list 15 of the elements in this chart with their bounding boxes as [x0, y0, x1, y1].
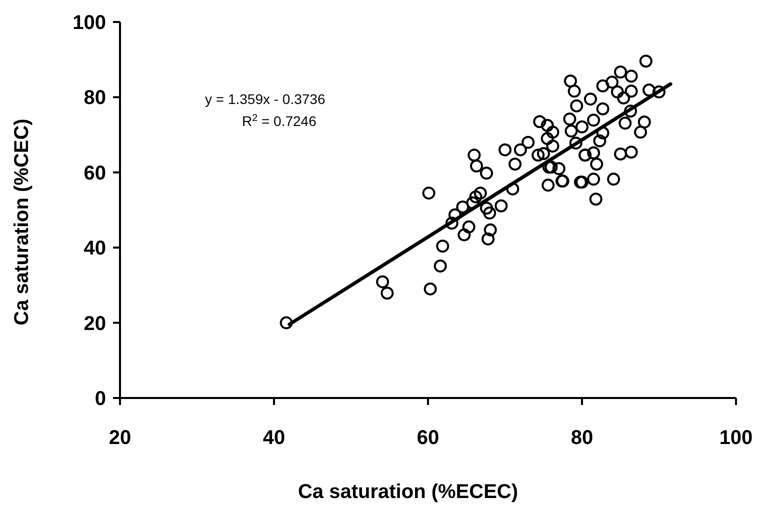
y-tick-label: 20 [84, 312, 106, 335]
y-tick-label: 40 [84, 238, 106, 260]
x-tick-label: 80 [570, 427, 594, 449]
y-tick-label: 80 [84, 87, 106, 110]
y-tick-label: 0 [94, 388, 106, 410]
y-tick-label: 100 [72, 12, 106, 34]
y-axis-title: Ca saturation (%CEC) [11, 118, 33, 326]
x-tick-label: 100 [719, 427, 753, 449]
annotation: R$^{2}$ = 0.7246 [242, 112, 317, 129]
annotation: y = 1.359x - 0.3736 [205, 91, 326, 107]
x-axis-title: Ca saturation (%ECEC) [298, 481, 518, 503]
x-tick-label: 60 [416, 427, 440, 449]
x-tick-label: 40 [262, 427, 286, 449]
x-tick-label: 20 [108, 427, 132, 449]
y-tick-label: 60 [84, 162, 106, 184]
